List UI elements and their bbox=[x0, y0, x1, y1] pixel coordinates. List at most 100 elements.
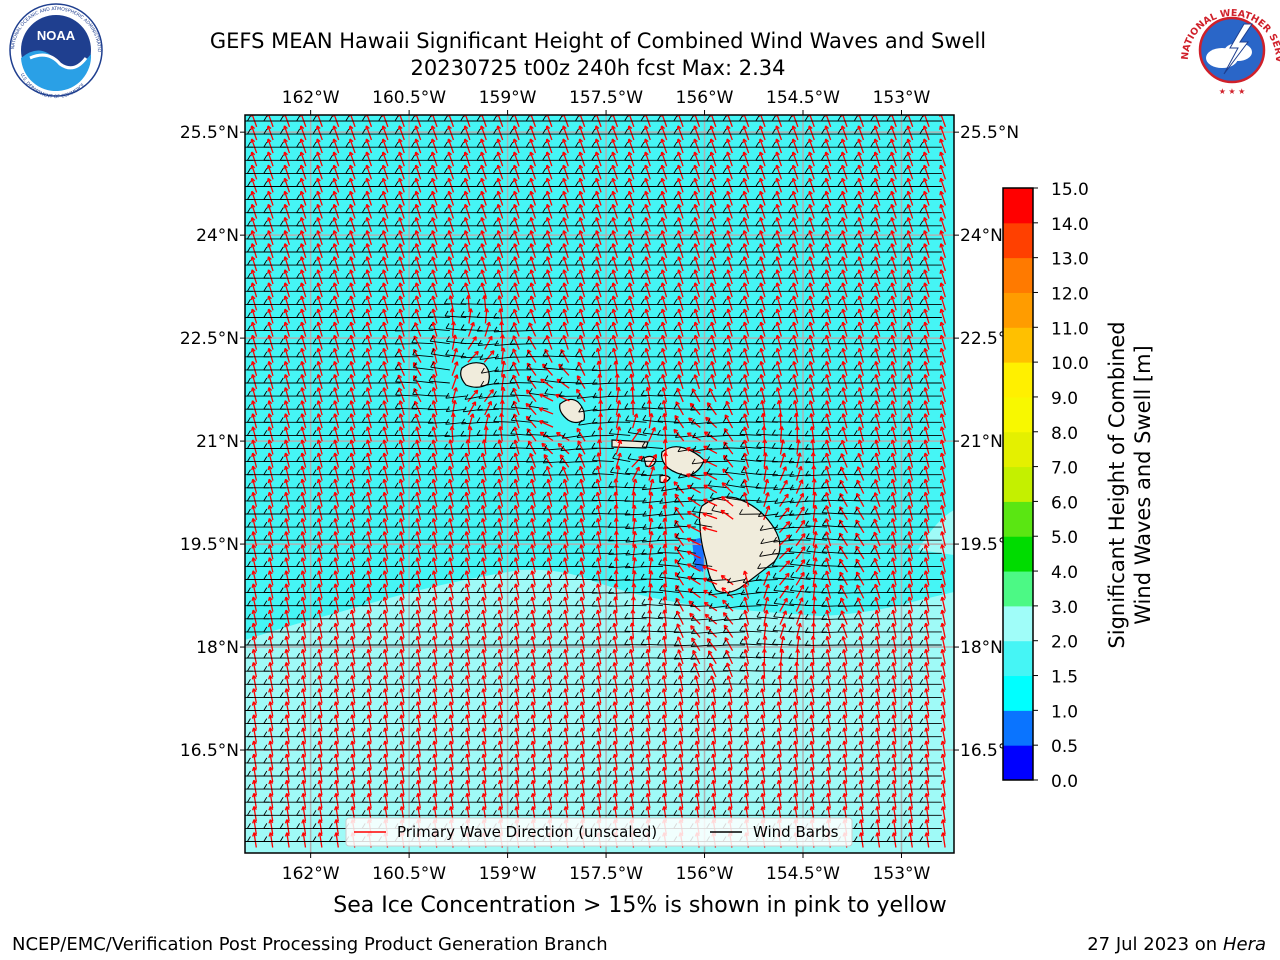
wave-arrow-head bbox=[299, 115, 302, 117]
wind-barb-feather bbox=[853, 128, 858, 135]
wind-barb-feather bbox=[394, 155, 399, 161]
wind-barb-feather bbox=[886, 246, 891, 253]
wave-direction-arrow bbox=[267, 230, 274, 246]
wave-direction-arrow bbox=[448, 191, 455, 206]
wind-barb-feather bbox=[657, 181, 661, 187]
wave-arrow-head bbox=[906, 243, 909, 248]
wave-direction-arrow bbox=[267, 243, 274, 259]
wave-direction-arrow bbox=[808, 125, 815, 141]
wave-direction-arrow bbox=[398, 230, 405, 246]
wind-barb-feather bbox=[443, 233, 448, 240]
wave-arrow-head bbox=[496, 230, 499, 235]
wave-arrow-head bbox=[250, 115, 252, 117]
wave-direction-arrow bbox=[661, 138, 668, 154]
wave-arrow-head bbox=[726, 269, 729, 274]
wave-direction-arrow bbox=[611, 164, 619, 180]
wave-direction-arrow bbox=[579, 138, 586, 154]
wave-direction-arrow bbox=[890, 204, 897, 219]
wind-barb-feather bbox=[263, 168, 268, 174]
wave-arrow-head bbox=[922, 191, 925, 196]
wind-barb-feather bbox=[443, 207, 448, 213]
wave-arrow-head bbox=[939, 361, 942, 366]
wave-arrow-head bbox=[315, 138, 318, 144]
wind-barb-feather bbox=[476, 155, 481, 161]
wind-barb-feather bbox=[378, 246, 382, 253]
wave-arrow-head bbox=[595, 322, 598, 327]
wind-barb-feather bbox=[312, 259, 317, 266]
wind-barb-feather bbox=[247, 155, 251, 161]
wave-arrow-head bbox=[315, 115, 318, 117]
wave-direction-arrow bbox=[562, 204, 569, 219]
wind-barb-feather bbox=[476, 115, 481, 122]
wave-direction-arrow bbox=[333, 164, 340, 180]
wave-direction-arrow bbox=[415, 243, 422, 259]
wind-barb-feather bbox=[493, 220, 497, 227]
wave-arrow-head bbox=[824, 282, 827, 287]
wave-direction-arrow bbox=[546, 151, 553, 167]
wave-arrow-head bbox=[250, 138, 253, 144]
wave-arrow-head bbox=[775, 151, 778, 157]
wave-arrow-head bbox=[890, 335, 893, 340]
wave-arrow-head bbox=[545, 165, 548, 170]
wave-arrow-head bbox=[398, 400, 401, 405]
wave-arrow-head bbox=[676, 151, 679, 157]
wind-barb-feather bbox=[247, 194, 251, 200]
wave-arrow-head bbox=[480, 269, 483, 274]
wave-arrow-head bbox=[595, 282, 598, 287]
wave-arrow-head bbox=[873, 151, 876, 157]
wind-barb-feather bbox=[476, 194, 481, 200]
wind-barb-feather bbox=[231, 378, 234, 383]
wave-arrow-head bbox=[775, 256, 778, 261]
wave-arrow-head bbox=[923, 374, 926, 379]
wave-direction-arrow bbox=[923, 204, 930, 219]
wind-barb-feather bbox=[263, 194, 268, 200]
wave-arrow-head bbox=[873, 282, 876, 287]
wave-arrow-head bbox=[480, 243, 483, 248]
wave-direction-arrow bbox=[365, 164, 373, 180]
wave-direction-arrow bbox=[808, 230, 815, 246]
wave-direction-arrow bbox=[595, 204, 602, 219]
wave-arrow-head bbox=[693, 282, 696, 287]
wind-barb-feather bbox=[722, 259, 727, 266]
wave-arrow-head bbox=[562, 335, 565, 340]
wind-barb-feather bbox=[558, 207, 563, 213]
wave-direction-arrow bbox=[398, 164, 405, 180]
wind-barb-feather bbox=[837, 246, 842, 253]
wind-barb-feather bbox=[821, 207, 825, 213]
wave-direction-arrow bbox=[644, 191, 651, 206]
wave-arrow-head bbox=[775, 269, 778, 274]
wave-arrow-head bbox=[267, 413, 270, 418]
wave-arrow-head bbox=[710, 348, 713, 353]
wave-arrow-head bbox=[742, 217, 745, 222]
wind-barb-feather bbox=[886, 168, 891, 174]
wind-barb-feather bbox=[755, 181, 760, 187]
wave-arrow-head bbox=[890, 387, 893, 392]
wind-barb-feather bbox=[329, 141, 333, 148]
wave-direction-arrow bbox=[431, 230, 438, 246]
wave-arrow-head bbox=[349, 400, 352, 405]
wind-barb-feather bbox=[739, 168, 743, 174]
wind-barb-feather bbox=[361, 207, 366, 213]
wind-barb bbox=[493, 408, 516, 410]
wave-direction-arrow bbox=[890, 243, 897, 259]
wave-arrow-head bbox=[250, 269, 253, 274]
wave-arrow-head bbox=[906, 348, 909, 353]
wave-arrow-head bbox=[840, 204, 843, 209]
wind-barb-feather bbox=[345, 128, 350, 135]
wind-barb-feather bbox=[509, 181, 514, 187]
wave-direction-arrow bbox=[923, 177, 930, 193]
wind-barb-feather bbox=[853, 246, 858, 253]
wind-barb-feather bbox=[460, 246, 464, 253]
wave-direction-arrow bbox=[415, 217, 422, 232]
wave-arrow-head bbox=[381, 178, 384, 183]
wind-barb-feather bbox=[279, 168, 284, 174]
wind-barb-feather bbox=[771, 168, 776, 174]
wave-arrow-head bbox=[840, 151, 843, 157]
wave-direction-arrow bbox=[349, 217, 356, 232]
wave-direction-arrow bbox=[579, 177, 586, 193]
wave-arrow-head bbox=[840, 191, 843, 196]
wave-arrow-head bbox=[545, 256, 548, 261]
wave-direction-arrow bbox=[890, 151, 897, 167]
wave-arrow-head bbox=[808, 243, 811, 248]
wave-arrow-head bbox=[595, 243, 598, 248]
